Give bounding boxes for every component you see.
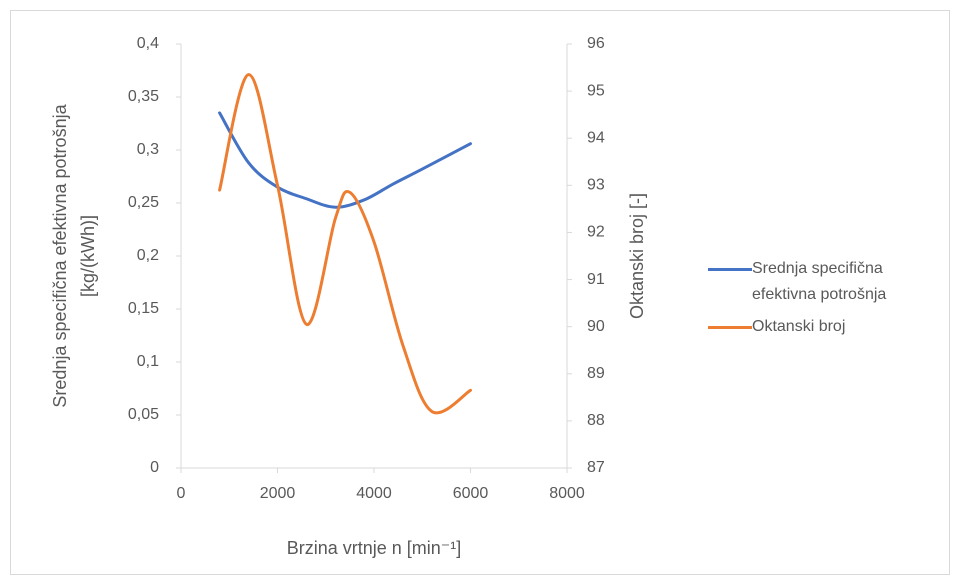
legend-label: Oktanski broj [752,318,846,335]
y2-tick-label: 90 [587,318,605,335]
y2-tick-label: 87 [587,459,605,476]
y-tick-label: 0,15 [128,300,159,317]
y-tick-label: 0,25 [128,194,159,211]
legend-label: Srednja specifična efektivna potrošnja [752,260,887,303]
y-tick-label: 0,35 [128,88,159,105]
legend-item: Srednja specifična efektivna potrošnja [708,256,948,308]
legend-swatch [708,326,752,329]
x-tick-label: 6000 [453,485,489,502]
y2-tick-label: 88 [587,412,605,429]
y2-axis-title: Oktanski broj [-] [627,192,647,320]
y-tick-label: 0,1 [137,353,159,370]
y2-tick-label: 95 [587,82,605,99]
x-axis-title: Brzina vrtnje n [min⁻¹] [287,538,462,558]
y2-tick-label: 91 [587,271,605,288]
x-tick-label: 2000 [260,485,296,502]
y-tick-label: 0,2 [137,247,159,264]
series-line [218,111,472,209]
y2-tick-label: 96 [587,35,605,52]
legend-item: Oktanski broj [708,314,948,340]
y-tick-label: 0,05 [128,406,159,423]
x-tick-label: 0 [177,485,186,502]
legend: Srednja specifična efektivna potrošnja Ok… [708,256,948,346]
y-tick-label: 0,3 [137,141,159,158]
y-tick-label: 0 [150,459,159,476]
legend-swatch [708,268,752,271]
series-line [218,73,472,415]
frame [10,10,950,575]
y-axis-title: Srednja specifična efektivna potrošnja [… [50,104,98,408]
x-tick-label: 8000 [549,485,585,502]
y2-tick-label: 93 [587,177,605,194]
y2-tick-label: 92 [587,224,605,241]
y-tick-label: 0,4 [137,35,159,52]
y2-tick-label: 94 [587,129,605,146]
x-tick-label: 4000 [356,485,392,502]
y2-tick-label: 89 [587,365,605,382]
